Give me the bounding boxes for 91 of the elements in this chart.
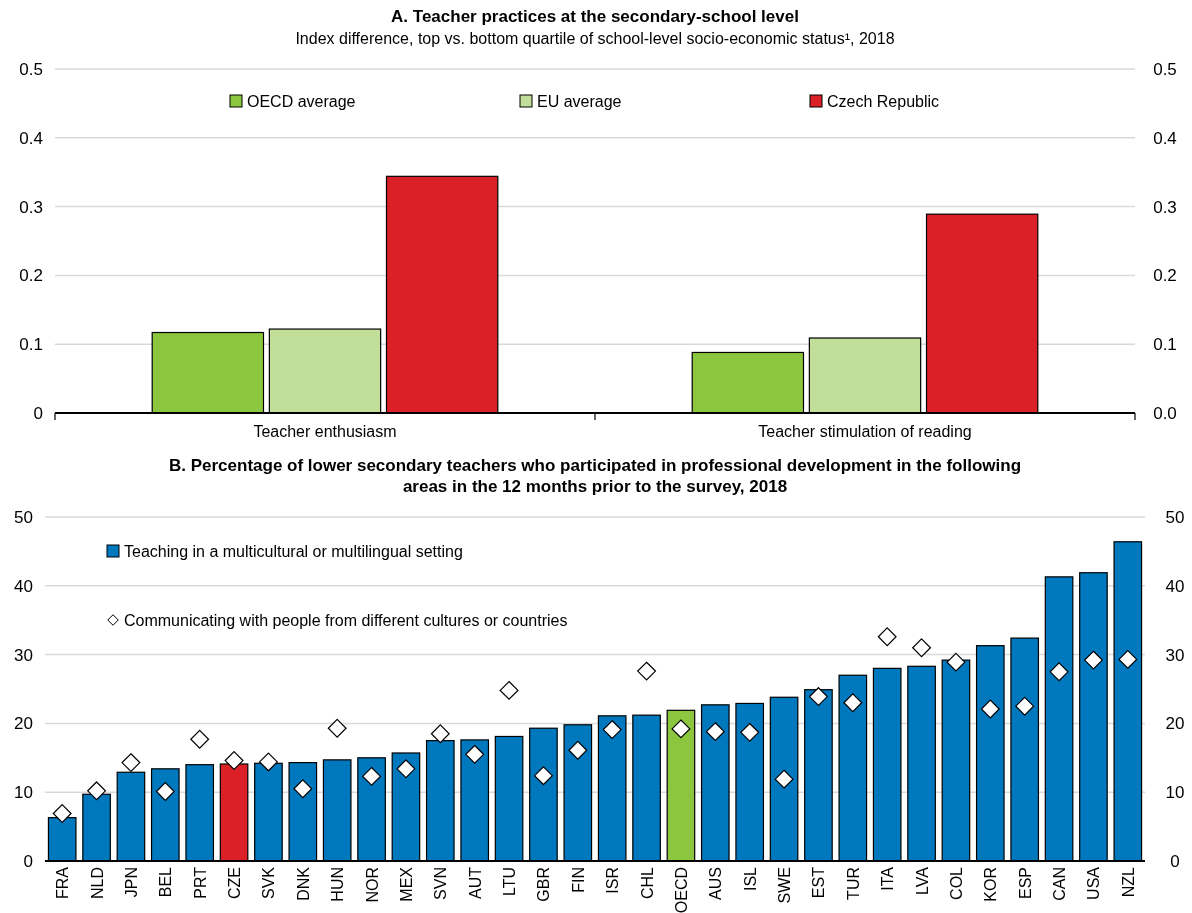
point [843, 693, 863, 713]
point [740, 722, 760, 742]
y2-tick-label: 0.2 [1153, 266, 1177, 286]
point [465, 744, 485, 764]
point [671, 719, 691, 739]
x-tick-label: COL [947, 866, 965, 900]
point [705, 722, 725, 742]
x-tick-label: KOR [982, 867, 1000, 902]
point [533, 766, 553, 786]
y2-tick-label: 30 [1165, 645, 1185, 665]
x-tick-label: LVA [913, 866, 931, 895]
x-tick-label: USA [1085, 866, 1103, 900]
x-tick-label: FIN [569, 867, 587, 893]
point [155, 782, 175, 801]
y2-tick-label: 0.3 [1153, 197, 1177, 217]
chart-subtitle: Index difference, top vs. bottom quartile of school-level socio-economic status¹, 2018 [295, 30, 895, 47]
x-tick-label: NLD [88, 867, 106, 900]
x-tick-label: CAN [1051, 867, 1069, 901]
x-tick-label: OECD [672, 867, 690, 913]
x-tick-label: PRT [191, 866, 209, 899]
point [568, 740, 588, 760]
point [258, 752, 278, 772]
legend-label: EU average [537, 93, 622, 110]
point [774, 769, 794, 789]
x-tick-label: FRA [54, 866, 72, 899]
x-tick-label: DNK [294, 866, 312, 901]
y-tick-label: 0 [23, 851, 33, 871]
y2-tick-label: 10 [1165, 783, 1185, 803]
y-tick-label: 50 [14, 507, 33, 527]
y2-tick-label: 0 [1170, 851, 1180, 871]
point [980, 699, 1000, 719]
x-tick-label: SVK [260, 866, 278, 900]
chart-title: A. Teacher practices at the secondary-school level [391, 7, 799, 26]
x-tick-label: Teacher stimulation of reading [758, 423, 972, 440]
point [946, 652, 966, 672]
x-tick-label: JPN [122, 867, 140, 898]
y-tick-label: 0.4 [19, 128, 43, 148]
x-tick-label: CZE [226, 867, 244, 899]
point [293, 779, 313, 799]
x-tick-label: AUT [466, 866, 484, 899]
point [1118, 649, 1138, 669]
x-tick-label: LTU [501, 867, 519, 897]
point [808, 687, 828, 707]
y-tick-label: 0.5 [19, 59, 43, 79]
y-tick-label: 0.2 [19, 266, 43, 286]
legend-label: Communicating with people from different cultures or countries [124, 612, 568, 629]
point [362, 766, 382, 786]
y2-tick-label: 0.1 [1153, 335, 1177, 355]
x-tick-label: AUS [707, 867, 725, 900]
y-tick-label: 10 [14, 783, 33, 803]
x-tick-label: BEL [157, 866, 175, 898]
legend-label: Teaching in a multicultural or multilingual setting [124, 543, 463, 560]
x-tick-label: SVN [432, 867, 450, 900]
x-tick-label: TUR [844, 867, 862, 900]
legend-label: OECD average [247, 93, 356, 110]
x-tick-label: NOR [363, 867, 381, 903]
x-tick-label: Teacher enthusiasm [253, 423, 397, 440]
point [52, 804, 72, 823]
y2-tick-label: 0.5 [1153, 59, 1177, 79]
x-tick-label: ITA [879, 866, 897, 891]
y-tick-label: 40 [14, 576, 33, 596]
point [1083, 650, 1103, 670]
point [1049, 662, 1069, 682]
y-tick-label: 20 [14, 714, 33, 734]
x-tick-label: EST [810, 866, 828, 899]
point [396, 759, 416, 779]
x-tick-label: SWE [776, 867, 794, 904]
point [1015, 696, 1035, 716]
point [327, 718, 347, 738]
chart-title: B. Percentage of lower secondary teachers who participated in professional development in the following areas in the 12 months prior to the survey, 2018 [168, 456, 1022, 496]
y2-tick-label: 0.4 [1153, 128, 1177, 148]
x-tick-label: MEX [397, 866, 415, 902]
x-tick-label: HUN [329, 867, 347, 902]
point [602, 720, 622, 740]
x-tick-label: ISL [741, 866, 759, 892]
y2-tick-label: 20 [1165, 714, 1185, 734]
y2-tick-label: 50 [1165, 507, 1185, 527]
y-tick-label: 30 [14, 645, 33, 665]
point [224, 751, 244, 771]
y-tick-label: 0 [33, 403, 43, 423]
x-tick-label: ESP [1016, 867, 1034, 900]
y-tick-label: 0.1 [19, 335, 43, 355]
x-tick-label: CHL [638, 866, 656, 900]
legend-label: Czech Republic [827, 93, 940, 110]
y2-tick-label: 0.0 [1153, 403, 1177, 423]
y-tick-label: 0.3 [19, 197, 43, 217]
x-tick-label: ISR [604, 867, 622, 894]
x-tick-label: GBR [535, 867, 553, 902]
point [87, 781, 107, 801]
x-tick-label: NZL [1119, 866, 1137, 898]
y2-tick-label: 40 [1165, 576, 1185, 596]
